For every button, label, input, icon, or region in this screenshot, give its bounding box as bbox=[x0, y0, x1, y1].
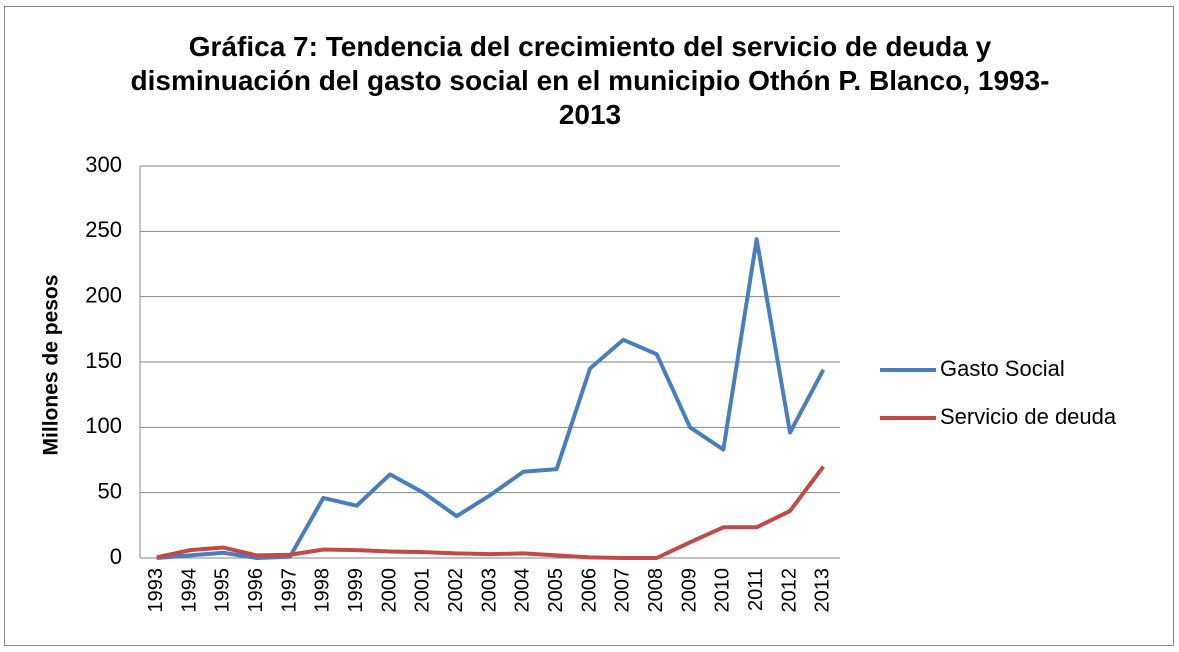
x-tick-label: 1997 bbox=[278, 568, 300, 613]
x-tick-label: 2010 bbox=[712, 568, 734, 613]
x-tick-label: 1995 bbox=[212, 568, 234, 613]
x-tick-label: 2002 bbox=[445, 568, 467, 613]
x-tick-label: 2003 bbox=[478, 568, 500, 613]
y-tick-label: 150 bbox=[85, 348, 122, 373]
y-tick-label: 100 bbox=[85, 413, 122, 438]
x-tick-label: 2005 bbox=[545, 568, 567, 613]
x-tick-label: 2001 bbox=[412, 568, 434, 613]
x-tick-label: 2000 bbox=[378, 568, 400, 613]
x-tick-label: 2009 bbox=[678, 568, 700, 613]
x-tick-label: 2012 bbox=[778, 568, 800, 613]
x-tick-label: 2008 bbox=[645, 568, 667, 613]
x-tick-label: 2006 bbox=[578, 568, 600, 613]
x-tick-label: 1998 bbox=[312, 568, 334, 613]
y-tick-label: 200 bbox=[85, 282, 122, 307]
series-line bbox=[156, 237, 826, 560]
x-tick-label: 2013 bbox=[812, 568, 834, 613]
chart-border bbox=[4, 6, 1174, 646]
x-tick-label: 1999 bbox=[345, 568, 367, 613]
legend-label: Gasto Social bbox=[940, 356, 1065, 381]
x-tick-label: 2004 bbox=[512, 568, 534, 613]
y-axis-label: Millones de pesos bbox=[40, 275, 63, 456]
y-tick-label: 0 bbox=[110, 544, 122, 569]
legend-label: Servicio de deuda bbox=[940, 404, 1117, 429]
x-tick-label: 2007 bbox=[612, 568, 634, 613]
x-tick-label: 1996 bbox=[245, 568, 267, 613]
series-line bbox=[156, 465, 825, 560]
y-tick-label: 250 bbox=[85, 217, 122, 242]
chart-title: Gráfica 7: Tendencia del crecimiento del… bbox=[130, 31, 1050, 130]
x-tick-label: 1994 bbox=[178, 568, 200, 613]
x-tick-label: 1993 bbox=[145, 568, 167, 613]
y-tick-label: 50 bbox=[98, 478, 122, 503]
x-tick-label: 2011 bbox=[745, 568, 767, 611]
y-tick-label: 300 bbox=[85, 152, 122, 177]
